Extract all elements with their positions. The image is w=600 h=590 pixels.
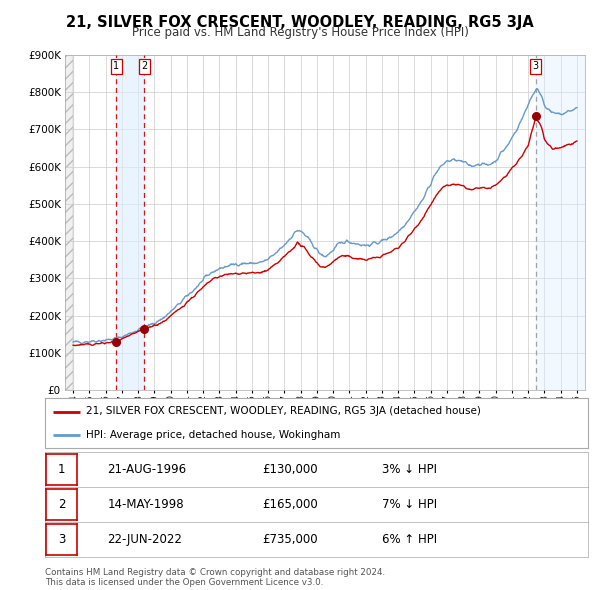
Text: 2: 2 xyxy=(141,61,147,71)
Text: 7% ↓ HPI: 7% ↓ HPI xyxy=(382,498,437,511)
Text: This data is licensed under the Open Government Licence v3.0.: This data is licensed under the Open Gov… xyxy=(45,578,323,587)
Text: 3: 3 xyxy=(58,533,65,546)
Text: 3: 3 xyxy=(533,61,539,71)
Text: HPI: Average price, detached house, Wokingham: HPI: Average price, detached house, Woki… xyxy=(86,430,340,440)
Text: Price paid vs. HM Land Registry's House Price Index (HPI): Price paid vs. HM Land Registry's House … xyxy=(131,26,469,39)
Bar xyxy=(65,55,73,390)
Text: £165,000: £165,000 xyxy=(262,498,318,511)
Text: 1: 1 xyxy=(113,61,119,71)
Text: 22-JUN-2022: 22-JUN-2022 xyxy=(107,533,182,546)
Text: 1: 1 xyxy=(58,463,65,476)
Text: 21, SILVER FOX CRESCENT, WOODLEY, READING, RG5 3JA: 21, SILVER FOX CRESCENT, WOODLEY, READIN… xyxy=(66,15,534,30)
Text: 2: 2 xyxy=(58,498,65,511)
Bar xyxy=(536,55,585,390)
Text: 3% ↓ HPI: 3% ↓ HPI xyxy=(382,463,437,476)
Text: £130,000: £130,000 xyxy=(262,463,318,476)
Text: 21, SILVER FOX CRESCENT, WOODLEY, READING, RG5 3JA (detached house): 21, SILVER FOX CRESCENT, WOODLEY, READIN… xyxy=(86,407,481,417)
Text: 14-MAY-1998: 14-MAY-1998 xyxy=(107,498,184,511)
Text: 21-AUG-1996: 21-AUG-1996 xyxy=(107,463,187,476)
Bar xyxy=(65,55,73,390)
Text: £735,000: £735,000 xyxy=(262,533,318,546)
Bar xyxy=(116,55,144,390)
Text: 6% ↑ HPI: 6% ↑ HPI xyxy=(382,533,437,546)
Text: Contains HM Land Registry data © Crown copyright and database right 2024.: Contains HM Land Registry data © Crown c… xyxy=(45,568,385,577)
